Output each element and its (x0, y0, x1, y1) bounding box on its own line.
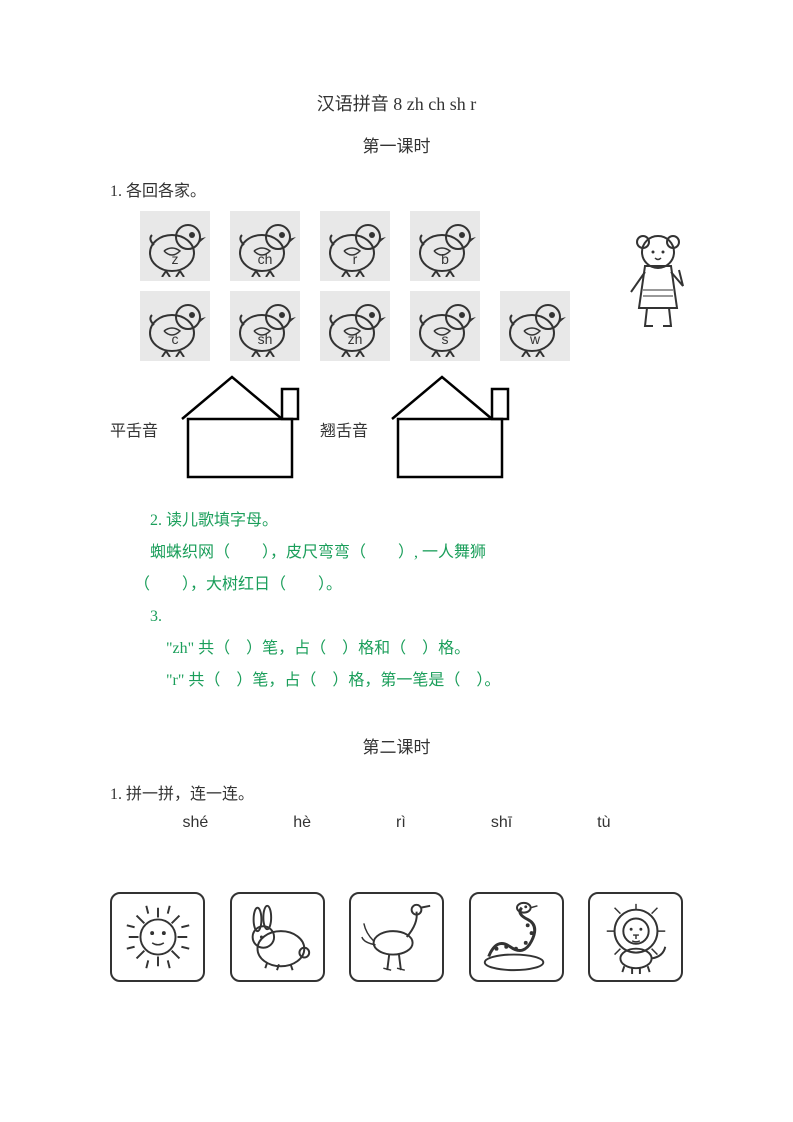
picture-sun (110, 892, 205, 982)
crane-icon (358, 898, 436, 976)
chick-zh: zh (320, 291, 390, 361)
girl-illustration (623, 230, 693, 330)
q2-line2: （ ），大树红日（ ）。 (134, 569, 683, 601)
picture-snake (469, 892, 564, 982)
house-flat (174, 371, 304, 481)
lion-icon (597, 898, 675, 976)
q3-label: 3. (150, 601, 683, 633)
rabbit-icon (238, 898, 316, 976)
pinyin-rì: rì (396, 814, 406, 832)
picture-crane (349, 892, 444, 982)
pinyin-shī: shī (491, 814, 512, 832)
picture-rabbit (230, 892, 325, 982)
lesson2-q1: 1. 拼一拼，连一连。 (110, 780, 683, 804)
pinyin-tù: tù (597, 814, 610, 832)
chick-z: z (140, 211, 210, 281)
pinyin-hè: hè (293, 814, 311, 832)
chick-b: b (410, 211, 480, 281)
chick-ch: ch (230, 211, 300, 281)
snake-icon (477, 898, 555, 976)
lesson1-subtitle: 第一课时 (110, 132, 683, 157)
chicks-row-2: cshzhsw (140, 291, 683, 361)
chick-w: w (500, 291, 570, 361)
picture-row (110, 892, 683, 982)
green-section: 2. 读儿歌填字母。 蜘蛛织网（ ），皮尺弯弯（ ）, 一人舞狮 （ ），大树红… (150, 505, 683, 697)
page-title: 汉语拼音 8 zh ch sh r (110, 90, 683, 116)
q3-line1: "zh" 共（ ）笔，占（ ）格和（ ）格。 (166, 633, 683, 665)
chick-c: c (140, 291, 210, 361)
q3-line2: "r" 共（ ）笔，占（ ）格，第一笔是（ ）。 (166, 665, 683, 697)
picture-lion (588, 892, 683, 982)
chick-s: s (410, 291, 480, 361)
houses-row: 平舌音 翘舌音 (110, 371, 683, 481)
retroflex-label: 翘舌音 (320, 371, 368, 441)
lesson2-subtitle: 第二课时 (110, 733, 683, 758)
q2-line1: 蜘蛛织网（ ），皮尺弯弯（ ）, 一人舞狮 (150, 537, 683, 569)
q1-prompt: 1. 各回各家。 (110, 177, 683, 201)
flat-tongue-label: 平舌音 (110, 371, 158, 441)
pinyin-row: shé hè rì shī tù (120, 814, 673, 832)
chick-r: r (320, 211, 390, 281)
house-retroflex (384, 371, 514, 481)
sun-icon (119, 898, 197, 976)
pinyin-shé: shé (182, 814, 208, 832)
chicks-row-1: zchrb (140, 211, 683, 281)
q2-label: 2. 读儿歌填字母。 (150, 505, 683, 537)
chick-sh: sh (230, 291, 300, 361)
